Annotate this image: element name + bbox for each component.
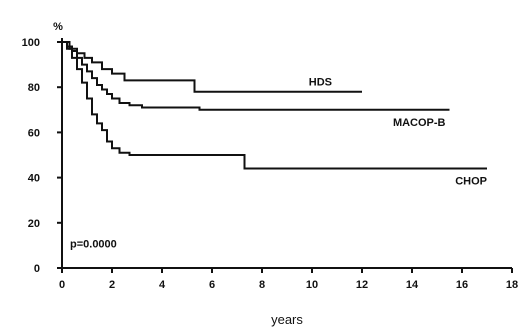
x-tick-label: 18	[506, 279, 518, 291]
y-ticks: 0 20 40 60 80 100	[22, 37, 62, 275]
y-tick-label: 60	[28, 127, 40, 139]
y-tick-label: 0	[34, 263, 40, 275]
series-label-chop: CHOP	[455, 176, 487, 188]
x-ticks: 0 2 4 6 8 10 12 14 16 18	[59, 268, 518, 291]
x-tick-label: 12	[356, 279, 368, 291]
x-tick-label: 0	[59, 279, 65, 291]
y-axis-unit-label: %	[53, 21, 63, 33]
x-axis-label: years	[271, 312, 303, 327]
series-label-macop-b: MACOP-B	[393, 117, 446, 129]
series-line-hds	[62, 41, 362, 93]
x-tick-label: 10	[306, 279, 318, 291]
series-label-hds: HDS	[309, 77, 332, 89]
x-tick-label: 14	[406, 279, 419, 291]
series-labels: HDS MACOP-B CHOP	[309, 77, 487, 188]
y-tick-label: 80	[28, 82, 40, 94]
y-tick-label: 40	[28, 173, 40, 185]
y-tick-label: 100	[22, 37, 40, 49]
p-value-annotation: p=0.0000	[70, 239, 117, 251]
series-line-chop	[62, 41, 487, 170]
x-tick-label: 2	[109, 279, 115, 291]
chart-axes: 0 2 4 6 8 10 12 14 16 18 0 20 40 60 80 100	[22, 37, 518, 291]
x-tick-label: 6	[209, 279, 215, 291]
x-tick-label: 4	[159, 279, 166, 291]
x-tick-label: 8	[259, 279, 265, 291]
y-tick-label: 20	[28, 218, 40, 230]
series-lines	[62, 41, 487, 170]
series-line-macop-b	[62, 41, 450, 111]
x-tick-label: 16	[456, 279, 468, 291]
